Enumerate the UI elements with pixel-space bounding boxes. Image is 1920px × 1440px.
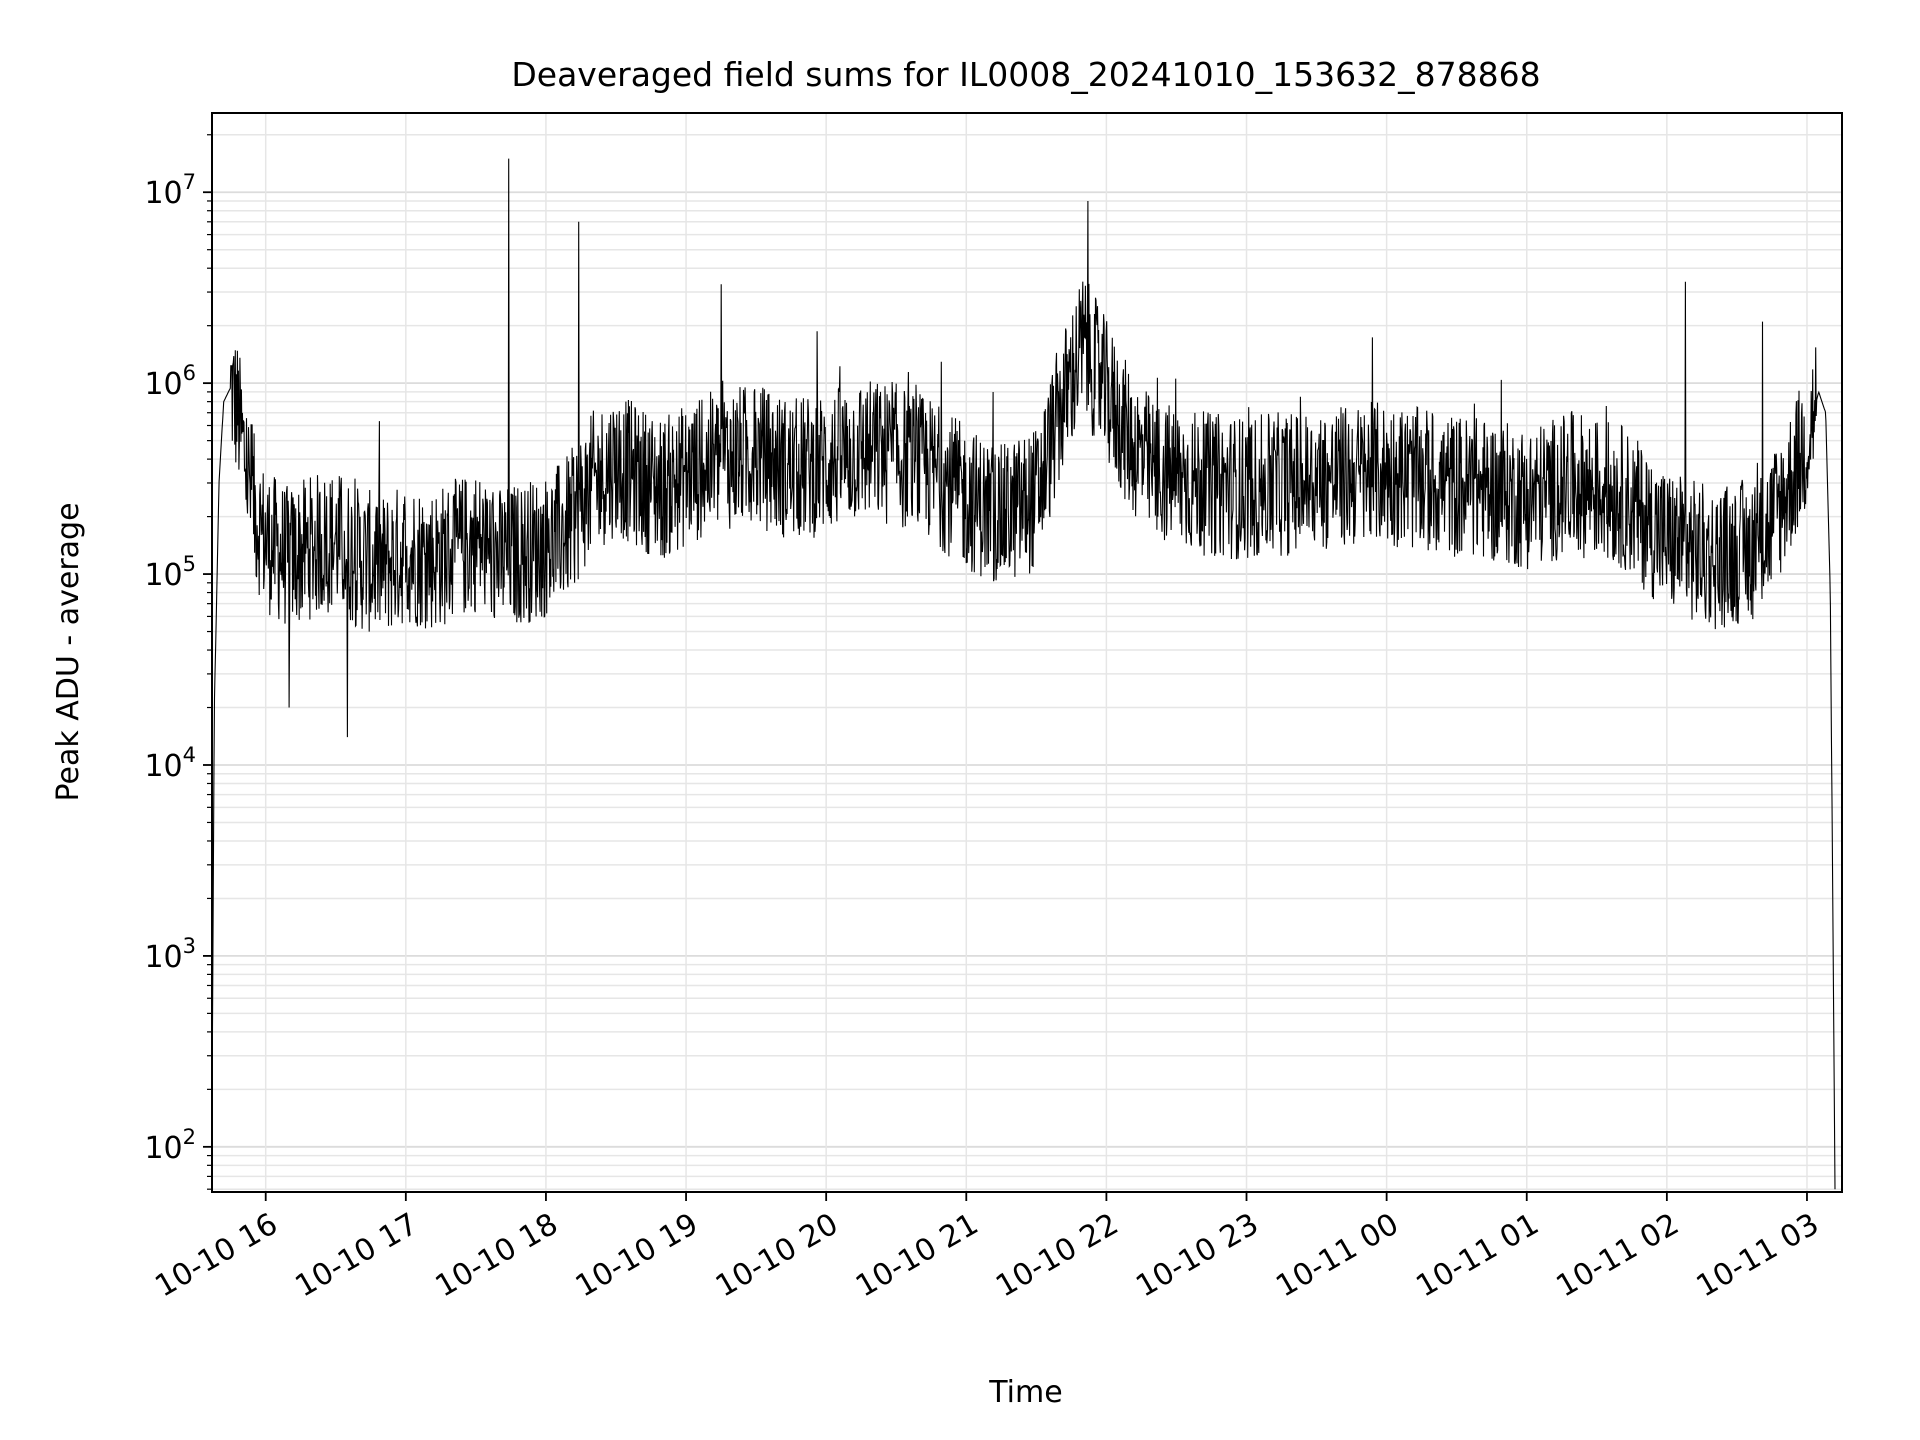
plot-area xyxy=(211,158,1836,1190)
y-axis-ticks: 102 103 104 105 106 107 xyxy=(144,134,212,1190)
y-tick-label: 102 xyxy=(144,1125,196,1166)
y-tick-label: 105 xyxy=(144,552,196,593)
chart-title: Deaveraged field sums for IL0008_2024101… xyxy=(511,55,1540,94)
series-line xyxy=(211,158,1836,1190)
x-axis-label: Time xyxy=(988,1375,1062,1410)
y-tick-label: 103 xyxy=(144,934,196,975)
y-tick-label: 104 xyxy=(144,743,196,784)
y-tick-label: 107 xyxy=(144,170,196,211)
y-axis-label: Peak ADU - average xyxy=(51,502,86,801)
plot-frame xyxy=(211,112,1843,1193)
y-tick-label: 106 xyxy=(144,361,196,402)
grid xyxy=(212,113,1842,1192)
